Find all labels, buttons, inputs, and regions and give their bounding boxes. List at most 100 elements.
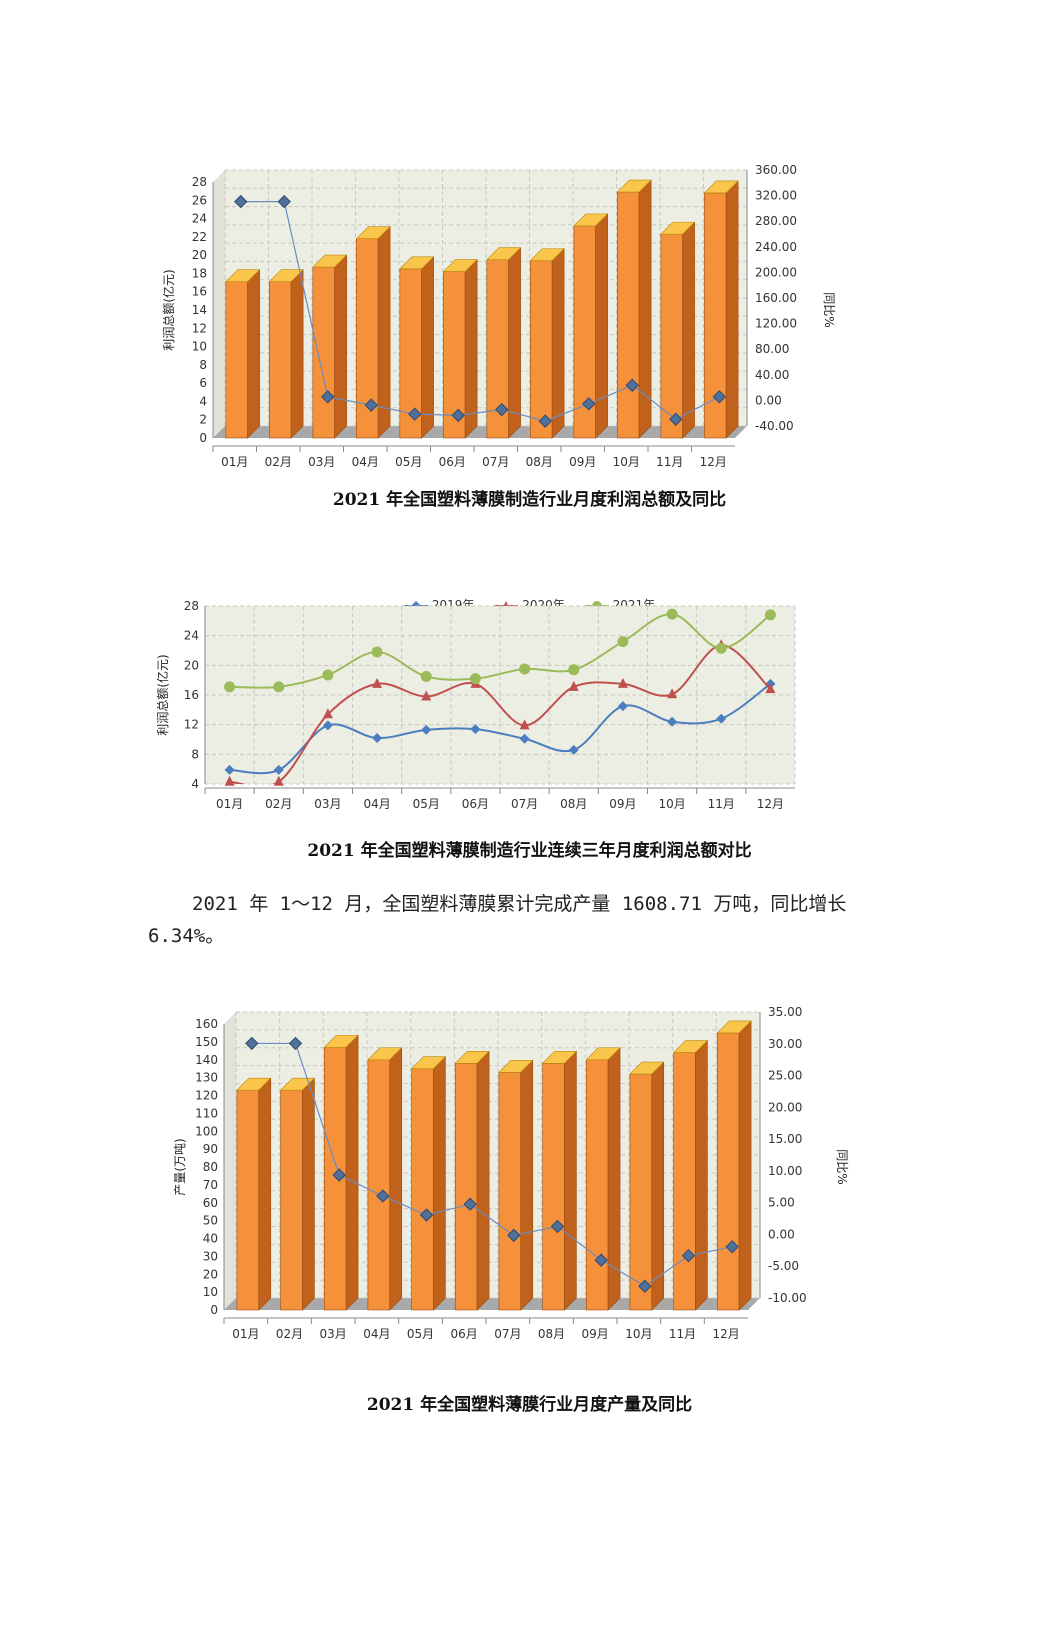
series-2019-point — [224, 764, 235, 775]
bar-front — [323, 1046, 347, 1311]
bar-side — [258, 1077, 272, 1311]
series-2021-point — [715, 642, 727, 654]
x-tick-label: 12月 — [700, 455, 727, 469]
bar-top — [529, 248, 565, 261]
y-tick-label: 80 — [203, 1160, 218, 1174]
bar-front — [585, 1059, 609, 1311]
series-2021-point — [371, 646, 383, 658]
yoy-point — [408, 407, 422, 421]
bar-front — [673, 1052, 696, 1311]
bar-side — [651, 1061, 665, 1311]
plot-floor — [213, 426, 747, 438]
y-right-tick-label: 80.00 — [755, 342, 789, 356]
x-tick-label: 01月 — [216, 797, 243, 811]
x-tick-label: 08月 — [538, 1327, 565, 1341]
x-tick-label: 04月 — [363, 797, 390, 811]
bar-front — [280, 1089, 303, 1311]
yoy-line — [251, 1042, 733, 1287]
paragraph-line-1: 2021 年 1～12 月，全国塑料薄膜累计完成产量 1608.71 万吨，同比… — [152, 888, 912, 920]
y-tick-label: 8 — [191, 747, 199, 761]
x-tick-label: 06月 — [462, 797, 489, 811]
bar-top — [716, 1020, 752, 1034]
bar-top — [279, 1077, 316, 1091]
y-tick-label: 4 — [191, 777, 199, 791]
x-tick-label: 12月 — [713, 1327, 740, 1341]
y-right-tick-label: 0.00 — [755, 393, 782, 407]
bar-top — [367, 1047, 403, 1061]
series-2019-point — [568, 744, 579, 755]
y-right-tick-label: 25.00 — [768, 1069, 802, 1083]
x-tick-label: 04月 — [352, 455, 379, 469]
bar-top — [629, 1061, 665, 1075]
bar-top — [442, 259, 478, 272]
yoy-point — [364, 398, 378, 412]
series-2021-point — [568, 664, 580, 676]
y-right-tick-label: 40.00 — [755, 368, 789, 382]
yoy-point — [277, 194, 291, 209]
bar-top — [660, 221, 696, 235]
y-tick-label: 20 — [184, 658, 199, 672]
x-tick-label: 01月 — [221, 455, 248, 469]
caption-profit-bar: 2021 年全国塑料薄膜制造行业月度利润总额及同比 — [332, 490, 727, 510]
series-2019-point — [519, 733, 530, 744]
yoy-point — [332, 1168, 346, 1182]
bar-top — [225, 269, 261, 282]
x-tick-label: 09月 — [582, 1327, 609, 1341]
bar-side — [345, 1034, 359, 1311]
bar-front — [367, 1059, 391, 1311]
x-tick-label: 05月 — [395, 455, 422, 469]
x-tick-label: 02月 — [265, 797, 292, 811]
x-tick-label: 11月 — [708, 797, 735, 811]
y-right-tick-label: 10.00 — [768, 1164, 802, 1178]
y-tick-label: 10 — [203, 1285, 218, 1299]
y-tick-label: 4 — [199, 394, 207, 408]
x-tick-label: 05月 — [413, 797, 440, 811]
bar-side — [551, 247, 565, 439]
bar-top — [323, 1034, 359, 1048]
series-2021-point — [666, 608, 678, 620]
bar-front — [411, 1068, 434, 1311]
bar-side — [520, 1059, 534, 1311]
yoy-line — [240, 200, 720, 422]
bar-side — [595, 213, 608, 439]
bar-side — [508, 246, 521, 439]
y-right-tick-label: 200.00 — [755, 265, 797, 279]
bar-side — [476, 1050, 490, 1311]
y-tick-label: 16 — [184, 688, 199, 702]
y-tick-label: 0 — [210, 1303, 218, 1317]
yoy-point — [463, 1197, 477, 1211]
series-2019-point — [667, 716, 678, 727]
plot-side-wall — [213, 170, 225, 438]
y-right-tick-label: 280.00 — [755, 214, 797, 228]
y-tick-label: 100 — [195, 1124, 218, 1138]
bar-side — [564, 1050, 577, 1311]
bar-front — [454, 1063, 478, 1311]
series-2020-point — [322, 708, 333, 719]
yoy-point — [451, 408, 465, 423]
yoy-point — [288, 1036, 303, 1051]
paragraph-line-1-text: 2021 年 1～12 月，全国塑料薄膜累计完成产量 1608.71 万吨，同比… — [192, 893, 847, 915]
y-tick-label: 12 — [192, 321, 207, 335]
y-tick-label: 8 — [199, 358, 207, 372]
y-tick-label: 0 — [199, 431, 207, 445]
profit-bar-chart: 0 2 4 6 8 10 12 14 16 18 20 22 24 26 28 -40.00 0.00 40.00… — [0, 160, 1059, 480]
series-2021-point — [617, 636, 629, 648]
bar-front — [225, 281, 248, 439]
bar-top — [541, 1051, 578, 1064]
profit-compare-chart-svg: 4 8 12 16 20 24 28 01月 02月 03月 04月 05月 06月 07月 08月 09月 1… — [155, 599, 796, 811]
bar-front — [530, 260, 553, 439]
y-tick-label: 10 — [192, 340, 207, 354]
yoy-point — [638, 1279, 652, 1293]
series-2020-line — [229, 644, 772, 784]
yoy-point — [321, 390, 335, 404]
bar-side — [738, 1020, 752, 1311]
yoy-point — [582, 397, 596, 411]
series-2021-point — [469, 673, 481, 685]
y-tick-label: 14 — [192, 303, 207, 317]
y-tick-label: 40 — [203, 1232, 218, 1246]
series-2021-point — [764, 609, 776, 621]
y-right-tick-label: 120.00 — [755, 317, 797, 331]
y-tick-label: 24 — [192, 212, 207, 226]
yoy-point — [669, 412, 683, 426]
yoy-point — [376, 1189, 390, 1203]
